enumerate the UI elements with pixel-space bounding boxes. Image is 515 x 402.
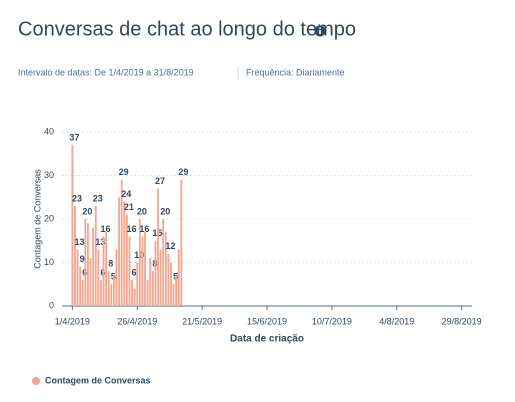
bar — [89, 258, 92, 306]
bar — [136, 262, 139, 306]
bar — [151, 271, 154, 306]
y-axis-label: Contagem de Conversas — [32, 169, 42, 269]
bar — [146, 279, 149, 306]
x-tick-label: 15/6/2019 — [247, 316, 287, 326]
bar — [128, 236, 131, 306]
value-label: 24 — [121, 189, 131, 199]
x-tick-label: 4/8/2019 — [379, 316, 414, 326]
value-label: 21 — [124, 202, 134, 212]
bar — [157, 188, 159, 306]
bar — [133, 288, 136, 306]
bar — [71, 145, 74, 306]
bar — [105, 232, 108, 306]
date-range: Intervalo de datas: De 1/4/2019 a 31/8/2… — [18, 67, 194, 77]
bar — [84, 219, 87, 306]
bar — [149, 258, 152, 306]
value-label: 20 — [137, 206, 147, 216]
value-label: 20 — [82, 206, 92, 216]
x-tick-label: 26/4/2019 — [117, 316, 157, 326]
info-icon[interactable] — [314, 25, 326, 37]
bar — [154, 240, 157, 306]
value-label: 13 — [95, 237, 105, 247]
x-tick-label: 29/8/2019 — [442, 316, 482, 326]
value-label: 23 — [72, 193, 82, 203]
bar — [100, 279, 102, 306]
chart-title: Conversas de chat ao longo do tempo — [18, 18, 356, 40]
bar — [79, 266, 82, 306]
bar — [167, 253, 170, 306]
bar — [107, 271, 110, 306]
bar — [92, 227, 95, 306]
x-tick-label: 1/4/2019 — [55, 316, 90, 326]
y-tick-label: 20 — [44, 213, 54, 223]
bar — [97, 249, 100, 306]
bar — [170, 262, 172, 306]
bar — [125, 214, 128, 306]
bar — [159, 249, 162, 306]
bar — [131, 279, 133, 306]
bar — [172, 284, 175, 306]
bar — [162, 219, 165, 306]
x-tick-label: 21/5/2019 — [182, 316, 222, 326]
legend-dot — [32, 377, 40, 385]
x-axis-label: Data de criação — [230, 334, 304, 345]
bar — [120, 179, 123, 306]
value-label: 37 — [69, 132, 79, 142]
bar — [102, 236, 105, 306]
bar — [118, 197, 120, 306]
x-tick-label: 10/7/2019 — [312, 316, 352, 326]
value-label: 20 — [160, 206, 170, 216]
frequency: Frequência: Diariamente — [246, 67, 345, 77]
value-label: 13 — [75, 237, 85, 247]
value-label: 6 — [132, 267, 137, 277]
bar — [112, 275, 115, 306]
value-label: 16 — [139, 224, 149, 234]
value-label: 29 — [119, 167, 129, 177]
bar — [123, 201, 126, 306]
bar — [180, 179, 183, 306]
bar — [144, 232, 146, 306]
bar — [110, 284, 113, 306]
bar — [175, 275, 178, 306]
y-tick-label: 40 — [44, 126, 54, 136]
bar — [81, 279, 84, 306]
value-label: 16 — [101, 224, 111, 234]
bar — [115, 249, 118, 306]
y-tick-label: 30 — [44, 170, 54, 180]
y-tick-label: 0 — [49, 300, 54, 310]
y-tick-label: 10 — [44, 257, 54, 267]
bar — [94, 205, 97, 306]
legend-label: Contagem de Conversas — [45, 375, 151, 385]
value-label: 9 — [80, 254, 85, 264]
value-label: 27 — [155, 176, 165, 186]
bar — [138, 219, 141, 306]
bar — [141, 236, 144, 306]
value-label: 16 — [126, 224, 136, 234]
value-label: 12 — [165, 241, 175, 251]
bar — [76, 249, 79, 306]
bar — [164, 232, 167, 306]
bar — [87, 223, 89, 306]
value-label: 23 — [93, 193, 103, 203]
value-label: 29 — [178, 167, 188, 177]
bar — [74, 205, 76, 306]
value-label: 8 — [108, 259, 113, 269]
bar — [177, 249, 180, 306]
